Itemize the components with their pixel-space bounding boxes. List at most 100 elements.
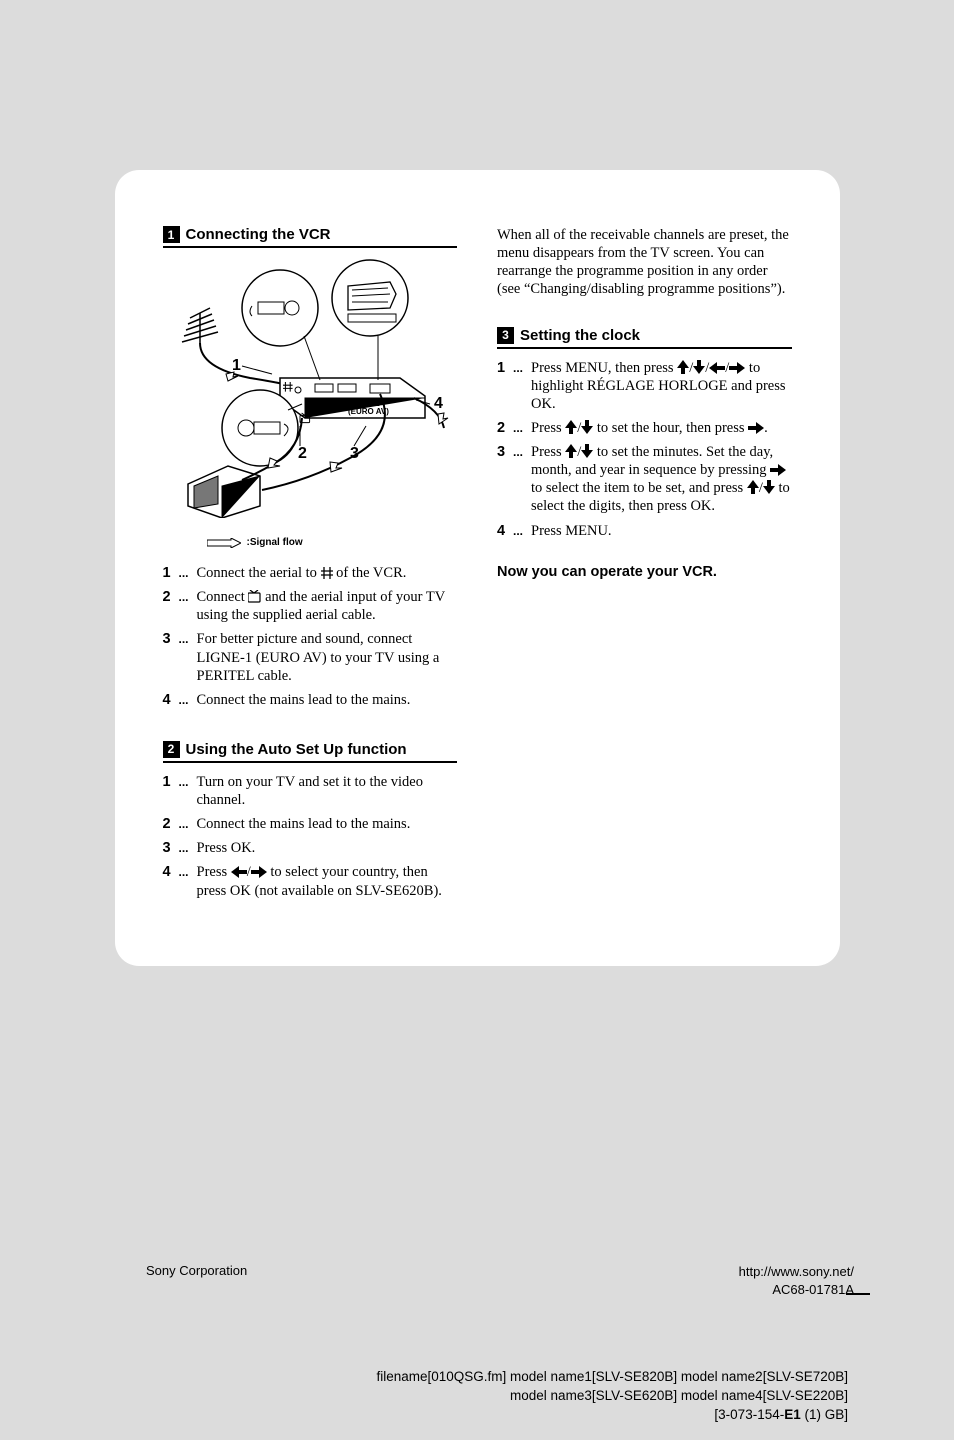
step-dots: ...: [179, 773, 193, 809]
step-text: Press / to set the hour, then press .: [531, 419, 792, 437]
step-dots: ...: [513, 419, 527, 437]
section1-number: 1: [163, 226, 180, 243]
arrow-left-icon: [231, 866, 247, 878]
footer: Sony Corporation http://www.sony.net/ AC…: [146, 1263, 854, 1299]
aerial-icon: [321, 567, 333, 579]
list-item: 3 ... For better picture and sound, conn…: [163, 630, 458, 684]
step-number: 2: [163, 588, 175, 624]
list-item: 4 ... Connect the mains lead to the main…: [163, 691, 458, 709]
section2-number: 2: [163, 741, 180, 758]
step-text: Turn on your TV and set it to the video …: [197, 773, 458, 809]
step-dots: ...: [179, 588, 193, 624]
step-number: 2: [497, 419, 509, 437]
arrow-down-icon: [581, 444, 593, 458]
list-item: 1 ... Connect the aerial to of the VCR.: [163, 564, 458, 582]
connection-diagram: LIGNE-1 (EURO AV) 1 2 3 4: [163, 258, 458, 523]
step-dots: ...: [179, 815, 193, 833]
section3-title: Setting the clock: [520, 327, 640, 344]
arrow-left-icon: [709, 362, 725, 374]
list-item: 3 ... Press / to set the minutes. Set th…: [497, 443, 792, 516]
step-text: Connect the mains lead to the mains.: [197, 815, 458, 833]
meta-line3: [3-073-154-E1 (1) GB]: [0, 1406, 848, 1425]
step-number: 4: [497, 522, 509, 540]
two-column-layout: 1 Connecting the VCR: [163, 226, 792, 906]
vcr-diagram-svg: LIGNE-1 (EURO AV) 1 2 3 4: [170, 258, 450, 518]
step-text: Connect the aerial to of the VCR.: [197, 564, 458, 582]
step-dots: ...: [179, 564, 193, 582]
arrow-down-icon: [581, 420, 593, 434]
diagram-callout-2: 2: [298, 445, 307, 462]
step-dots: ...: [179, 630, 193, 684]
step-number: 1: [163, 773, 175, 809]
step-text: Press / to select your country, then pre…: [197, 863, 458, 899]
left-column: 1 Connecting the VCR: [163, 226, 458, 906]
arrow-right-icon: [729, 362, 745, 374]
list-item: 1 ... Press MENU, then press /// to high…: [497, 359, 792, 413]
section1-steps: 1 ... Connect the aerial to of the VCR. …: [163, 564, 458, 709]
step-number: 1: [497, 359, 509, 413]
step-text: For better picture and sound, connect LI…: [197, 630, 458, 684]
arrow-down-icon: [763, 480, 775, 494]
diagram-callout-4: 4: [434, 395, 443, 412]
section3-number: 3: [497, 327, 514, 344]
step-number: 3: [497, 443, 509, 516]
step-text: Press / to set the minutes. Set the day,…: [531, 443, 792, 516]
arrow-up-icon: [565, 420, 577, 434]
meta-line2: model name3[SLV-SE620B] model name4[SLV-…: [0, 1387, 848, 1406]
section3-steps: 1 ... Press MENU, then press /// to high…: [497, 359, 792, 540]
step-dots: ...: [179, 839, 193, 857]
diagram-ligne-label2: (EURO AV): [348, 407, 389, 416]
right-column: When all of the receivable channels are …: [497, 226, 792, 906]
footer-right: http://www.sony.net/ AC68-01781A: [739, 1263, 854, 1299]
arrow-right-icon: [251, 866, 267, 878]
footer-company: Sony Corporation: [146, 1263, 247, 1278]
section3-header: 3 Setting the clock: [497, 327, 792, 349]
page-card: 1 Connecting the VCR: [115, 170, 840, 966]
arrow-down-icon: [693, 360, 705, 374]
arrow-up-icon: [747, 480, 759, 494]
section2-header: 2 Using the Auto Set Up function: [163, 741, 458, 763]
signal-flow-legend: :Signal flow: [207, 537, 458, 548]
step-number: 2: [163, 815, 175, 833]
list-item: 2 ... Connect the mains lead to the main…: [163, 815, 458, 833]
step-number: 1: [163, 564, 175, 582]
step-text: Connect and the aerial input of your TV …: [197, 588, 458, 624]
list-item: 4 ... Press MENU.: [497, 522, 792, 540]
meta-line1: filename[010QSG.fm] model name1[SLV-SE82…: [0, 1368, 848, 1387]
step-dots: ...: [179, 691, 193, 709]
step-dots: ...: [513, 359, 527, 413]
arrow-up-icon: [677, 360, 689, 374]
list-item: 4 ... Press / to select your country, th…: [163, 863, 458, 899]
diagram-callout-3: 3: [350, 445, 359, 462]
meta-block: filename[010QSG.fm] model name1[SLV-SE82…: [0, 1368, 848, 1425]
step-text: Press OK.: [197, 839, 458, 857]
section2-steps: 1 ... Turn on your TV and set it to the …: [163, 773, 458, 900]
section1-header: 1 Connecting the VCR: [163, 226, 458, 248]
arrow-right-icon: [748, 422, 764, 434]
step-dots: ...: [513, 443, 527, 516]
arrow-right-icon: [770, 464, 786, 476]
footer-url: http://www.sony.net/: [739, 1263, 854, 1281]
step-number: 3: [163, 839, 175, 857]
step-text: Press MENU, then press /// to highlight …: [531, 359, 792, 413]
section1-title: Connecting the VCR: [186, 226, 331, 243]
crop-mark: [846, 1293, 870, 1295]
footer-partno: AC68-01781A: [739, 1281, 854, 1299]
step-number: 4: [163, 863, 175, 899]
arrow-up-icon: [565, 444, 577, 458]
section2-title: Using the Auto Set Up function: [186, 741, 407, 758]
col2-intro: When all of the receivable channels are …: [497, 226, 792, 299]
step-number: 3: [163, 630, 175, 684]
diagram-callout-1: 1: [232, 357, 241, 374]
signal-flow-arrow-icon: [207, 538, 241, 548]
list-item: 2 ... Press / to set the hour, then pres…: [497, 419, 792, 437]
closing-line: Now you can operate your VCR.: [497, 564, 792, 580]
signal-flow-text: :Signal flow: [247, 537, 303, 548]
step-text: Press MENU.: [531, 522, 792, 540]
list-item: 1 ... Turn on your TV and set it to the …: [163, 773, 458, 809]
step-dots: ...: [179, 863, 193, 899]
list-item: 2 ... Connect and the aerial input of yo…: [163, 588, 458, 624]
step-dots: ...: [513, 522, 527, 540]
step-number: 4: [163, 691, 175, 709]
step-text: Connect the mains lead to the mains.: [197, 691, 458, 709]
